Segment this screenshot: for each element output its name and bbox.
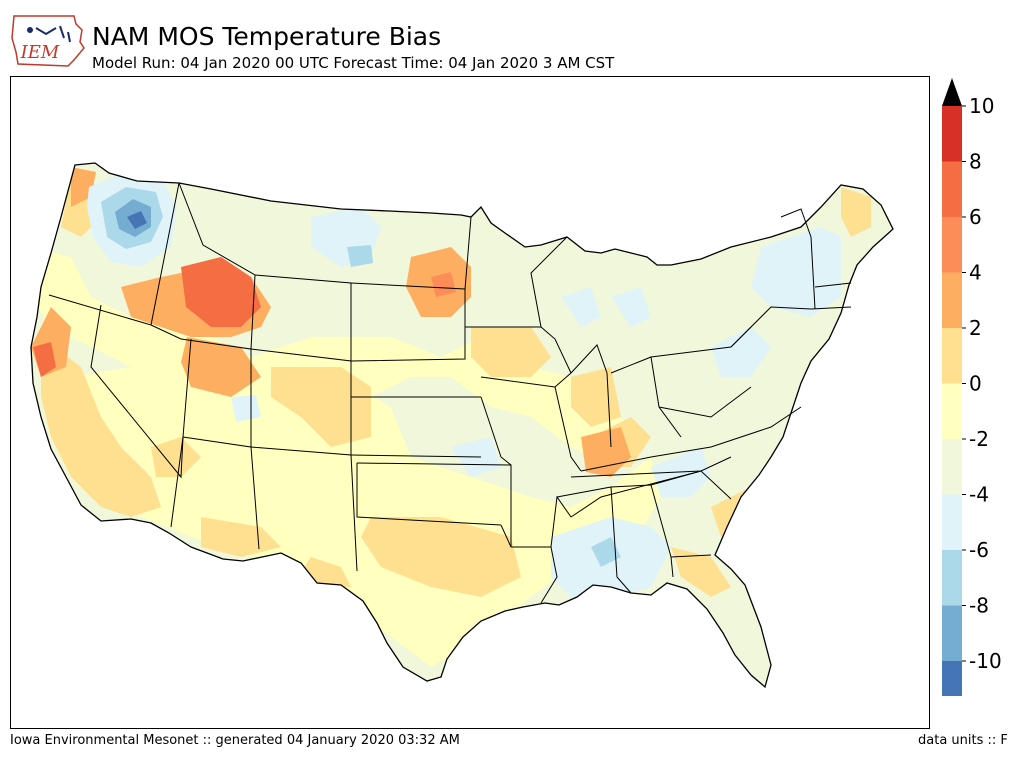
colorbar-bin [942,383,962,439]
colorbar-label: 8 [969,150,982,174]
logo-text: IEM [20,42,60,63]
colorbar-bin [942,328,962,384]
colorbar-label: -10 [969,649,1002,673]
colorbar: 10 8 6 4 2 0 -2 -4 -6 -8 -10 [936,76,1024,745]
colorbar-label: 4 [969,261,982,285]
colorbar-graphic: 10 8 6 4 2 0 -2 -4 -6 -8 -10 [942,78,1002,745]
colorbar-label: 6 [969,205,982,229]
colorbar-bin [942,605,962,661]
map-panel [10,76,930,729]
colorbar-bin [942,661,962,717]
colorbar-bin [942,494,962,550]
colorbar-bin [942,550,962,606]
footer-units: data units :: F [918,733,1008,748]
colorbar-bin [942,161,962,217]
colorbar-bin [942,217,962,273]
colorbar-label: 0 [969,372,982,396]
page-subtitle: Model Run: 04 Jan 2020 00 UTC Forecast T… [92,54,615,72]
iem-logo: IEM [10,8,86,68]
state-boundaries [30,162,894,688]
colorbar-label: -8 [969,594,989,618]
colorbar-bin [942,106,962,162]
colorbar-label: -4 [969,483,989,507]
colorbar-label: 2 [969,316,982,340]
us-bias-map [30,162,894,688]
colorbar-label: 10 [969,94,994,118]
colorbar-bin [942,272,962,328]
footer-credit: Iowa Environmental Mesonet :: generated … [10,733,460,748]
colorbar-bin [942,439,962,495]
colorbar-over-arrow [942,78,962,106]
page-title: NAM MOS Temperature Bias [92,22,442,51]
colorbar-label: -6 [969,538,989,562]
colorbar-label: -2 [969,427,989,451]
